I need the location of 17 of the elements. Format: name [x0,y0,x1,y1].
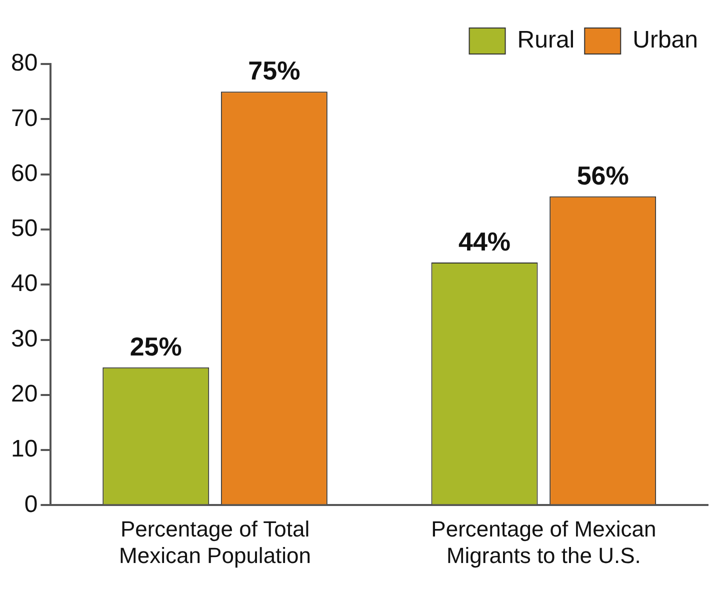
y-tick-label: 40 [10,270,38,298]
y-tick-label: 50 [10,215,38,242]
y-tick-label: 20 [10,380,38,408]
data-label: 44% [458,226,511,257]
data-label: 56% [576,160,629,191]
x-tick-label: Percentage of Total Mexican Population [119,516,312,568]
data-label: 75% [248,56,300,86]
x-tick-label: Percentage of Mexican Migrants to the U.S. [431,516,656,568]
y-tick-label: 30 [10,325,38,352]
legend-label: Urban [632,26,698,54]
y-tick-label: 60 [10,160,38,187]
y-tick-label: 10 [10,436,38,463]
y-tick-label: 0 [24,490,38,518]
y-tick-label: 70 [10,104,38,132]
data-label: 25% [130,331,182,362]
y-tick-label: 80 [10,50,38,77]
legend-label: Rural [517,26,575,54]
